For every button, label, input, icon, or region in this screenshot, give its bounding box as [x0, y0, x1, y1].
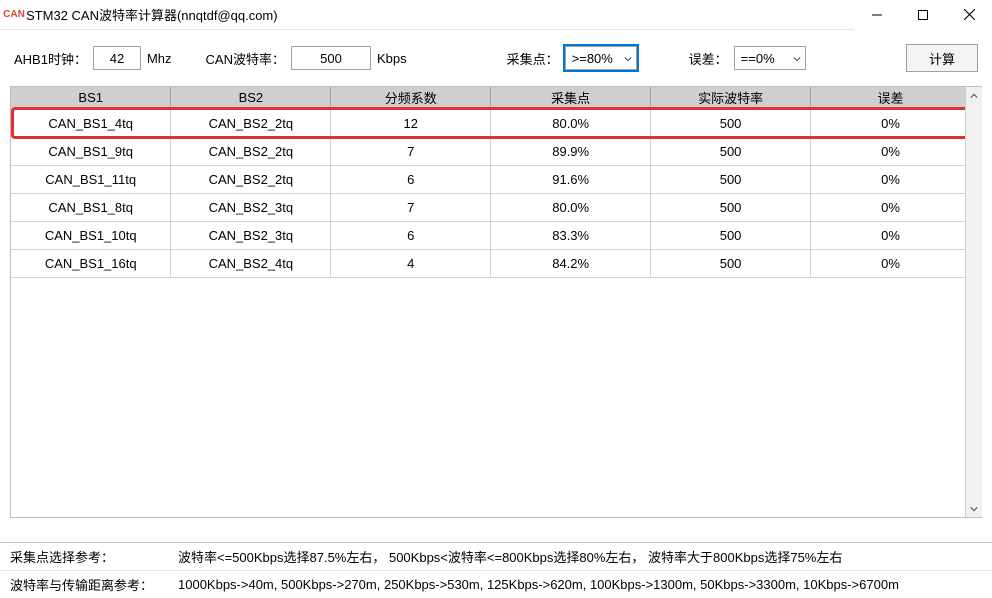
table-cell: CAN_BS2_4tq: [171, 249, 331, 277]
table-cell: 500: [651, 165, 811, 193]
table-cell: 0%: [811, 137, 971, 165]
table-cell: 500: [651, 137, 811, 165]
table-cell: CAN_BS1_16tq: [11, 249, 171, 277]
table-cell: 500: [651, 221, 811, 249]
footer-line1-text: 波特率<=500Kbps选择87.5%左右， 500Kbps<波特率<=800K…: [178, 547, 842, 566]
calculate-button[interactable]: 计算: [906, 44, 978, 72]
baudrate-input[interactable]: [291, 46, 371, 70]
table-cell: CAN_BS2_3tq: [171, 221, 331, 249]
error-select[interactable]: ==0%: [734, 46, 806, 70]
results-grid: BS1BS2分频系数采集点实际波特率误差 CAN_BS1_4tqCAN_BS2_…: [10, 86, 982, 518]
table-cell: CAN_BS1_9tq: [11, 137, 171, 165]
table-row[interactable]: CAN_BS1_8tqCAN_BS2_3tq780.0%5000%: [11, 193, 971, 221]
sample-point-label: 采集点：: [507, 49, 559, 68]
table-row[interactable]: CAN_BS1_11tqCAN_BS2_2tq691.6%5000%: [11, 165, 971, 193]
minimize-button[interactable]: [854, 0, 900, 30]
table-row[interactable]: CAN_BS1_9tqCAN_BS2_2tq789.9%5000%: [11, 137, 971, 165]
table-cell: 84.2%: [491, 249, 651, 277]
close-button[interactable]: [946, 0, 992, 30]
table-cell: 4: [331, 249, 491, 277]
chevron-down-icon: [793, 51, 801, 66]
chevron-down-icon: [624, 51, 632, 66]
table-cell: 7: [331, 137, 491, 165]
table-cell: 80.0%: [491, 109, 651, 137]
vertical-scrollbar[interactable]: [965, 87, 982, 517]
titlebar: CAN STM32 CAN波特率计算器(nnqtdf@qq.com): [0, 0, 992, 30]
table-cell: 0%: [811, 109, 971, 137]
results-table: BS1BS2分频系数采集点实际波特率误差 CAN_BS1_4tqCAN_BS2_…: [11, 87, 971, 278]
table-row[interactable]: CAN_BS1_4tqCAN_BS2_2tq1280.0%5000%: [11, 109, 971, 137]
table-row[interactable]: CAN_BS1_16tqCAN_BS2_4tq484.2%5000%: [11, 249, 971, 277]
table-cell: 500: [651, 193, 811, 221]
baudrate-label: CAN波特率：: [206, 49, 285, 68]
table-cell: 91.6%: [491, 165, 651, 193]
ahb-clock-input[interactable]: [93, 46, 141, 70]
table-cell: CAN_BS1_8tq: [11, 193, 171, 221]
table-cell: CAN_BS2_2tq: [171, 137, 331, 165]
table-cell: CAN_BS2_2tq: [171, 109, 331, 137]
sample-point-value: >=80%: [572, 51, 613, 66]
maximize-button[interactable]: [900, 0, 946, 30]
table-cell: 0%: [811, 221, 971, 249]
table-cell: 6: [331, 221, 491, 249]
table-cell: 12: [331, 109, 491, 137]
table-cell: 89.9%: [491, 137, 651, 165]
column-header[interactable]: 误差: [811, 87, 971, 109]
table-cell: CAN_BS1_10tq: [11, 221, 171, 249]
ahb-clock-unit: Mhz: [147, 51, 172, 66]
column-header[interactable]: 分频系数: [331, 87, 491, 109]
table-cell: 0%: [811, 165, 971, 193]
baudrate-unit: Kbps: [377, 51, 407, 66]
table-cell: 500: [651, 109, 811, 137]
table-cell: CAN_BS1_11tq: [11, 165, 171, 193]
table-row[interactable]: CAN_BS1_10tqCAN_BS2_3tq683.3%5000%: [11, 221, 971, 249]
footer-line2-text: 1000Kbps->40m, 500Kbps->270m, 250Kbps->5…: [178, 577, 899, 592]
table-cell: CAN_BS1_4tq: [11, 109, 171, 137]
table-cell: 83.3%: [491, 221, 651, 249]
table-cell: 500: [651, 249, 811, 277]
table-cell: 80.0%: [491, 193, 651, 221]
window-title: STM32 CAN波特率计算器(nnqtdf@qq.com): [22, 5, 854, 24]
column-header[interactable]: BS2: [171, 87, 331, 109]
app-icon: CAN: [6, 7, 22, 23]
footer-line1-label: 采集点选择参考：: [10, 547, 160, 566]
column-header[interactable]: 实际波特率: [651, 87, 811, 109]
footer: 采集点选择参考： 波特率<=500Kbps选择87.5%左右， 500Kbps<…: [0, 542, 992, 598]
table-cell: 7: [331, 193, 491, 221]
table-cell: 6: [331, 165, 491, 193]
footer-line2-label: 波特率与传输距离参考：: [10, 575, 160, 594]
sample-point-select[interactable]: >=80%: [565, 46, 637, 70]
scroll-down-icon[interactable]: [966, 500, 982, 517]
table-cell: CAN_BS2_2tq: [171, 165, 331, 193]
column-header[interactable]: 采集点: [491, 87, 651, 109]
error-label: 误差：: [689, 49, 728, 68]
toolbar: AHB1时钟： Mhz CAN波特率： Kbps 采集点： >=80% 误差： …: [0, 30, 992, 86]
column-header[interactable]: BS1: [11, 87, 171, 109]
error-value: ==0%: [741, 51, 775, 66]
scroll-up-icon[interactable]: [966, 87, 982, 104]
table-cell: 0%: [811, 249, 971, 277]
table-cell: CAN_BS2_3tq: [171, 193, 331, 221]
table-cell: 0%: [811, 193, 971, 221]
ahb-clock-label: AHB1时钟：: [14, 49, 87, 68]
